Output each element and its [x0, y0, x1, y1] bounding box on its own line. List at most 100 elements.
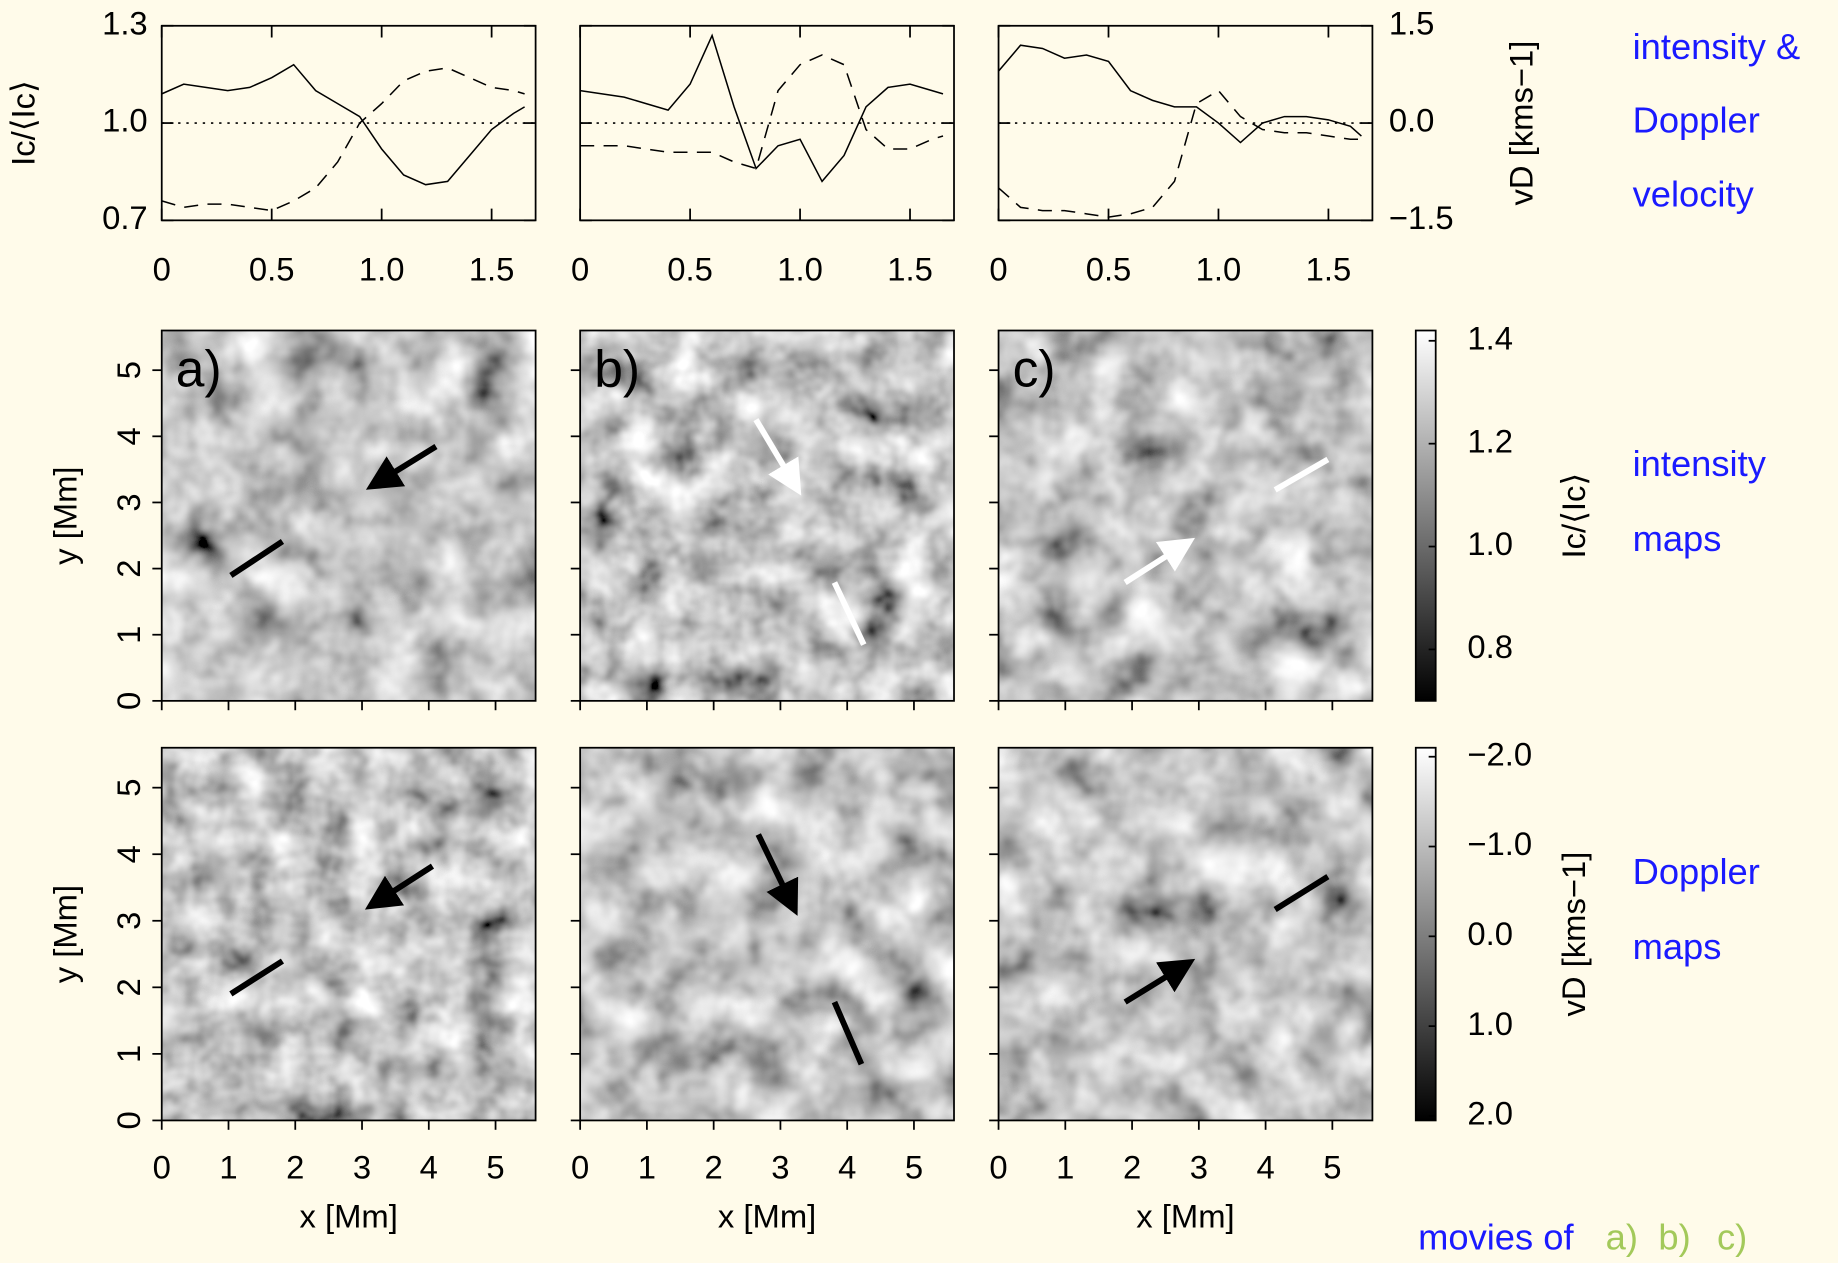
colorbar-tick-label: 2.0	[1467, 1095, 1513, 1132]
data-line	[998, 89, 1362, 218]
x-tick-label: 0	[989, 251, 1007, 288]
x-tick-label: 0	[571, 251, 589, 288]
x-tick-label: 1.5	[469, 251, 515, 288]
x-tick-label: 0.5	[1086, 251, 1132, 288]
y-tick-label: 3	[110, 493, 147, 511]
x-tick-label: 3	[353, 1148, 371, 1185]
map-frame	[160, 746, 537, 1122]
x-tick-label: 5	[486, 1148, 504, 1185]
map-frame	[997, 746, 1374, 1122]
side-label: intensity &	[1633, 26, 1801, 67]
x-tick-label: 2	[705, 1148, 723, 1185]
colorbar-label: vD [kms−1]	[1555, 852, 1592, 1017]
x-axis-label: x [Mm]	[1136, 1198, 1234, 1235]
x-tick-label: 4	[1256, 1148, 1274, 1185]
y-tick-label: 1	[110, 1045, 147, 1063]
y-tick-label: 1.3	[102, 4, 148, 41]
y-axis-label: y [Mm]	[47, 466, 84, 564]
granulation-map	[161, 747, 536, 1121]
arrow	[755, 833, 799, 916]
x-tick-label: 1	[219, 1148, 237, 1185]
granulation-map	[161, 330, 536, 701]
y-tick-label: 4	[110, 427, 147, 445]
x-tick-label: 1.0	[777, 251, 823, 288]
y2-axis-label: vD [kms−1]	[1502, 41, 1539, 206]
x-tick-label: 1.5	[887, 251, 933, 288]
y-tick-label: 1.0	[102, 102, 148, 139]
figure-body: 0 0.5 1.0 1.50.71.01.30 0.5 1.0 1.5 0 0.5 1.0 1.5−…	[4, 4, 1800, 1257]
movie-link[interactable]: b)	[1658, 1217, 1690, 1258]
y-tick-label: 2	[110, 978, 147, 996]
y-tick-label: 0	[110, 1111, 147, 1129]
y-tick-label: 1	[110, 626, 147, 644]
side-label: velocity	[1633, 173, 1755, 214]
data-line	[580, 54, 944, 170]
x-tick-label: 3	[1190, 1148, 1208, 1185]
arrow	[1123, 537, 1196, 585]
side-label: Doppler	[1633, 100, 1760, 141]
arrow	[1123, 958, 1196, 1005]
data-line	[161, 63, 525, 186]
x-tick-label: 1.0	[1196, 251, 1242, 288]
colorbar-tick-label: 0.0	[1467, 915, 1513, 952]
y-tick-label: 0.7	[102, 199, 148, 236]
colorbar-tick-label: −2.0	[1467, 735, 1532, 772]
granulation-map	[998, 747, 1373, 1121]
colorbar-label: Ic/⟨Ic⟩	[1555, 473, 1592, 559]
x-tick-label: 0	[989, 1148, 1007, 1185]
y2-tick-label: 0.0	[1389, 102, 1435, 139]
data-line	[580, 33, 944, 183]
x-tick-label: 5	[905, 1148, 923, 1185]
x-axis-label: x [Mm]	[299, 1198, 397, 1235]
map-frame	[997, 329, 1374, 702]
slit-marker	[1273, 874, 1330, 912]
x-tick-label: 5	[1323, 1148, 1341, 1185]
arrow	[365, 444, 438, 490]
panel-label: a)	[176, 339, 222, 397]
granulation-map	[998, 330, 1373, 701]
x-tick-label: 4	[420, 1148, 438, 1185]
colorbar-tick-label: 0.8	[1467, 628, 1513, 665]
slit-marker	[831, 581, 867, 646]
colorbar-tick-label: 1.2	[1467, 422, 1513, 459]
x-tick-label: 1.0	[359, 251, 405, 288]
colorbar	[1414, 329, 1437, 702]
side-label: Doppler	[1633, 851, 1760, 892]
plot-frame	[160, 24, 537, 222]
map-frame	[579, 746, 955, 1122]
movie-link[interactable]: c)	[1717, 1217, 1747, 1258]
x-tick-label: 0.5	[249, 251, 295, 288]
colorbar-tick-label: 1.0	[1467, 525, 1513, 562]
granulation-map	[580, 747, 955, 1121]
slit-marker	[831, 1000, 865, 1066]
y-axis-label: y [Mm]	[47, 885, 84, 983]
colorbar	[1414, 746, 1437, 1122]
movies-label: movies of	[1418, 1217, 1574, 1258]
side-label: maps	[1633, 926, 1722, 967]
side-label: intensity	[1633, 443, 1767, 484]
x-tick-label: 0.5	[667, 251, 713, 288]
arrow	[753, 418, 802, 496]
x-tick-label: 1	[1056, 1148, 1074, 1185]
map-frame	[160, 329, 537, 702]
colorbar-tick-label: 1.4	[1467, 319, 1513, 356]
x-axis-label: x [Mm]	[718, 1198, 816, 1235]
y2-tick-label: −1.5	[1389, 199, 1454, 236]
x-tick-label: 0	[571, 1148, 589, 1185]
y-tick-label: 5	[110, 361, 147, 379]
panel-label: c)	[1013, 339, 1056, 397]
y-tick-label: 0	[110, 692, 147, 710]
x-tick-label: 2	[286, 1148, 304, 1185]
movie-link[interactable]: a)	[1606, 1217, 1638, 1258]
data-line	[997, 44, 1362, 144]
x-tick-label: 1.5	[1306, 251, 1352, 288]
slit-marker	[1273, 456, 1330, 493]
y-tick-label: 5	[110, 779, 147, 797]
data-line	[161, 67, 525, 212]
plot-frame	[997, 24, 1374, 222]
granulation-map	[580, 330, 955, 701]
colorbar-tick-label: 1.0	[1467, 1005, 1513, 1042]
x-tick-label: 2	[1123, 1148, 1141, 1185]
